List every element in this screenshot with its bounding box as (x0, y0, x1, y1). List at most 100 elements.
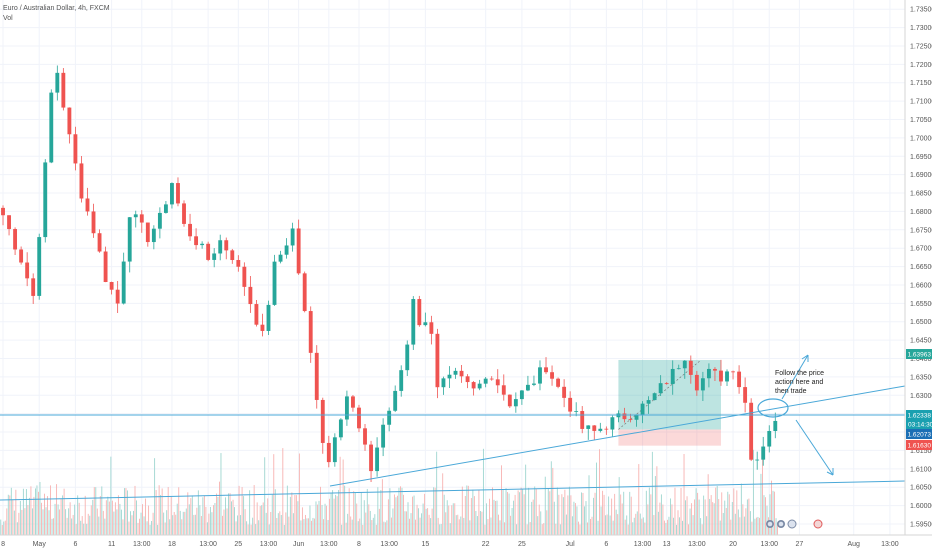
long-position-profit-zone[interactable] (618, 359, 721, 430)
candle-body (254, 304, 259, 325)
candle-body (562, 386, 567, 398)
volume-bar (288, 516, 290, 535)
candle-body (242, 266, 247, 287)
candle-body (194, 236, 199, 246)
volume-bar (520, 487, 522, 535)
volume-bar (369, 510, 371, 535)
volume-bar (176, 503, 178, 535)
volume-bar (522, 489, 524, 535)
candle-body (284, 245, 289, 255)
volume-bar (289, 496, 291, 535)
volume-bar (258, 520, 260, 535)
volume-bar (172, 515, 174, 535)
volume-bar (451, 505, 453, 535)
highlight-ellipse[interactable] (757, 398, 789, 418)
volume-bar (401, 487, 403, 535)
volume-bar (476, 516, 478, 535)
volume-bar (359, 518, 361, 535)
dividend-marker-icon[interactable] (787, 519, 797, 529)
volume-bar (730, 519, 732, 535)
volume-bar (413, 495, 415, 535)
candle-body (302, 273, 307, 312)
candle-body (375, 447, 380, 472)
volume-label[interactable]: Vol (3, 15, 13, 22)
volume-bar (57, 504, 59, 535)
volume-bar (691, 503, 693, 535)
price-tag-entry[interactable] (906, 429, 932, 439)
volume-bar (645, 490, 647, 535)
scenario-arrow-down[interactable] (795, 419, 834, 476)
volume-bar (692, 515, 694, 535)
volume-bar (562, 497, 564, 535)
price-tick-label: 1.73500 (910, 7, 932, 14)
volume-bar (300, 520, 302, 535)
volume-bar (48, 510, 50, 535)
volume-bar (511, 507, 513, 535)
volume-bar (77, 495, 79, 535)
candle-body (19, 249, 24, 263)
price-axis[interactable]: 1.73500 1.73000 1.72500 1.72000 1.71500 1.710… (904, 0, 932, 550)
trendline-upper[interactable] (329, 385, 906, 487)
annotation-text[interactable]: Follow the price (775, 370, 824, 377)
volume-bar (311, 520, 312, 535)
candle-body (145, 222, 150, 243)
volume-bar (65, 509, 67, 535)
volume-bar (152, 512, 154, 535)
volume-bar (654, 476, 656, 535)
annotation-text[interactable]: action here and (775, 379, 823, 386)
annotation-text[interactable]: then trade (775, 388, 807, 395)
volume-bar (167, 487, 169, 535)
volume-bar (41, 502, 42, 535)
candle-body (326, 442, 331, 463)
earnings-marker-icon[interactable] (813, 519, 823, 529)
volume-bar (407, 502, 409, 535)
volume-bar (513, 500, 515, 535)
volume-bar (60, 498, 62, 535)
volume-bar (274, 489, 276, 535)
long-position-stop-zone[interactable] (618, 429, 721, 446)
price-tick-label: 1.61000 (910, 466, 932, 473)
volume-bar (136, 500, 137, 535)
volume-bar (101, 486, 103, 535)
volume-bar (104, 518, 106, 535)
volume-bar (490, 517, 492, 535)
volume-bar (15, 489, 17, 535)
price-axis-bg (905, 0, 932, 550)
price-tag-current[interactable] (906, 410, 932, 420)
volume-bar (694, 499, 696, 535)
volume-bar (206, 522, 208, 535)
time-tick-label: 22 (482, 541, 490, 548)
volume-bar (647, 504, 649, 535)
drawings-layer[interactable]: Follow the price action here and then trad… (0, 354, 906, 529)
countdown-tag[interactable] (906, 420, 932, 429)
trendline-lower[interactable] (0, 480, 906, 501)
volume-bar (105, 500, 107, 535)
volume-bar (463, 517, 465, 535)
scenario-arrow-up[interactable] (781, 354, 809, 400)
time-tick-label: 6 (73, 541, 77, 548)
price-tag-target[interactable] (906, 349, 932, 359)
price-tag-stop[interactable] (906, 440, 932, 450)
volume-bar (286, 485, 288, 535)
symbol-title[interactable]: Euro / Australian Dollar, 4h, FXCM (3, 5, 110, 12)
volume-bar (304, 514, 306, 535)
volume-bar (392, 508, 394, 535)
time-axis[interactable]: 8 May 6 11 13:00 18 13:00 25 13:00 Jun 13:00 8 13:00… (0, 534, 932, 550)
volume-bar (466, 485, 468, 535)
volume-bar (63, 488, 65, 535)
price-tick-label: 1.67500 (910, 227, 932, 234)
volume-bar (581, 492, 582, 535)
volume-bar (241, 487, 243, 535)
candle-body (79, 163, 84, 199)
volume-bar (492, 487, 493, 535)
volume-bar (409, 518, 410, 535)
volume-bar (62, 495, 64, 535)
time-tick-label: Jul (566, 541, 575, 548)
volume-bar (737, 509, 739, 535)
candle-body (483, 378, 488, 384)
volume-bar (639, 513, 641, 535)
volume-bar (760, 473, 762, 535)
volume-bar (7, 494, 9, 535)
volume-bar (69, 502, 71, 535)
